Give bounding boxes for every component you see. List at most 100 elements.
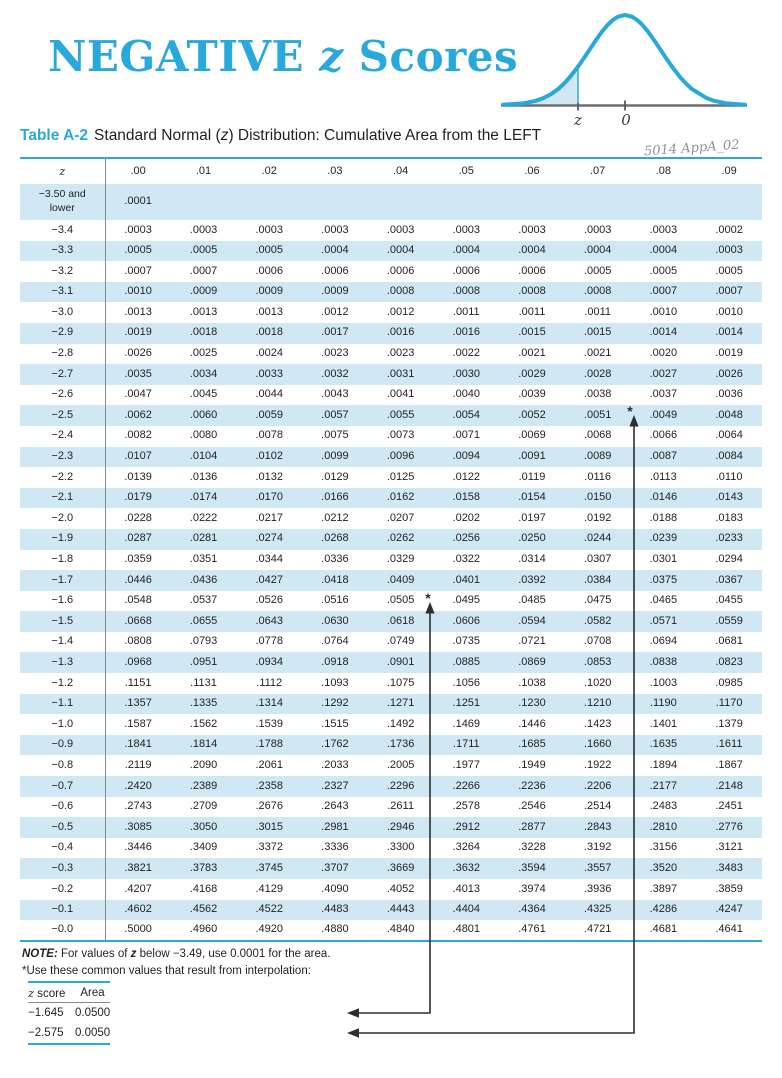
table-row: −1.0 .1587 .1562 .1539 .1515 .1492 .1469 .1446.… bbox=[20, 714, 762, 735]
table-row: −2.1 .0179 .0174 .0170 .0166 .0162 .0158 .0154.… bbox=[20, 487, 762, 509]
area-value: .4761 bbox=[518, 923, 546, 936]
area-value: .4681 bbox=[649, 923, 678, 936]
interpolation-area: 0.0050 bbox=[75, 1027, 111, 1039]
area-value: .0384 bbox=[583, 573, 612, 586]
area-value: .0026 bbox=[124, 347, 152, 360]
area-value: .0048 bbox=[715, 408, 743, 421]
area-value: .3483 bbox=[715, 861, 743, 874]
z-value: −0.1 bbox=[20, 899, 106, 921]
table-row: −2.0 .0228 .0222 .0217 .0212 .0207 .0202 .0197.… bbox=[20, 508, 762, 529]
area-value: .0002 bbox=[715, 223, 743, 236]
z-value: −0.6 bbox=[20, 796, 106, 818]
area-value: .4801 bbox=[452, 923, 481, 936]
z-value: −1.6 bbox=[20, 590, 106, 612]
area-value: .3859 bbox=[715, 882, 743, 895]
area-value: .0003 bbox=[124, 223, 152, 236]
z-value: −1.8 bbox=[20, 549, 106, 571]
z-value: −1.0 bbox=[20, 714, 106, 735]
area-value: .1814 bbox=[189, 738, 218, 751]
z-value: −0.7 bbox=[20, 776, 106, 797]
area-value: .0089 bbox=[583, 450, 612, 463]
area-value: .0119 bbox=[518, 470, 546, 483]
area-value bbox=[631, 184, 697, 220]
area-value: .4207 bbox=[124, 882, 152, 895]
area-value: .0014 bbox=[649, 326, 678, 339]
area-value: .0016 bbox=[386, 326, 415, 339]
area-value: .0239 bbox=[649, 532, 678, 545]
z-value: −0.3 bbox=[20, 858, 106, 879]
page-title: NEGATIVE z Scores bbox=[48, 33, 518, 80]
area-value: .0314 bbox=[518, 553, 546, 566]
area-value: .2877 bbox=[518, 820, 546, 833]
area-value: .0054 bbox=[452, 408, 481, 421]
area-value: .0020 bbox=[649, 347, 678, 360]
area-value: .3669 bbox=[386, 861, 415, 874]
note-post: below −3.49, use 0.0001 for the area. bbox=[136, 948, 331, 960]
area-value bbox=[171, 184, 237, 220]
area-value: .0132 bbox=[255, 470, 283, 483]
area-value: .0075 bbox=[321, 429, 349, 442]
area-value: .2611 bbox=[387, 800, 414, 813]
area-value: .0003 bbox=[452, 223, 481, 236]
area-value: .0418 bbox=[321, 573, 349, 586]
area-value: .0516 bbox=[321, 594, 349, 607]
area-value: .0359 bbox=[124, 553, 152, 566]
area-value: .2296 bbox=[386, 779, 415, 792]
z-value: −2.8 bbox=[20, 343, 106, 365]
table-label: Table A-2 bbox=[20, 127, 89, 144]
area-value: .0154 bbox=[518, 491, 546, 504]
table-row: −0.1 .4602 .4562 .4522 .4483 .4443 .4404 .4364.… bbox=[20, 899, 762, 921]
area-value: .0594 bbox=[518, 614, 546, 627]
col-header: .05 bbox=[458, 164, 474, 177]
z-value: −1.7 bbox=[20, 570, 106, 591]
area-value: .3783 bbox=[189, 861, 218, 874]
area-value: .0869 bbox=[518, 655, 546, 668]
area-value: .1379 bbox=[715, 717, 743, 730]
area-value: .0006 bbox=[321, 264, 349, 277]
area-value: .3300 bbox=[386, 841, 415, 854]
area-value: .0005 bbox=[649, 264, 678, 277]
area-value: .0233 bbox=[715, 532, 743, 545]
interpolation-header: z score Area bbox=[28, 983, 110, 1003]
area-value: .0013 bbox=[124, 305, 152, 318]
area-value: .1112 bbox=[256, 676, 283, 689]
area-value: .0274 bbox=[255, 532, 283, 545]
table-row: −1.4 .0808 .0793 .0778 .0764 .0749 .0735 .0721.… bbox=[20, 631, 762, 653]
z-value: −3.50 and lower bbox=[20, 184, 106, 220]
z-value: −3.0 bbox=[20, 302, 106, 323]
table-row: −0.3 .3821 .3783 .3745 .3707 .3669 .3632 .3594.… bbox=[20, 858, 762, 879]
interpolation-row: −1.645 0.0500 bbox=[28, 1003, 110, 1023]
area-value: .2643 bbox=[321, 800, 349, 813]
area-value: .0708 bbox=[583, 635, 612, 648]
table-row: −3.2 .0007 .0007 .0006 .0006 .0006 .0006 .0006.… bbox=[20, 261, 762, 282]
area-value: .0006 bbox=[518, 264, 546, 277]
area-value: .0571 bbox=[649, 614, 678, 627]
area-value: .1539 bbox=[255, 717, 283, 730]
area-value: .0004 bbox=[649, 244, 678, 257]
z-value: −0.2 bbox=[20, 879, 106, 900]
table-row: −1.3 .0968 .0951 .0934 .0918 .0901 .0885 .0869.… bbox=[20, 652, 762, 674]
area-value: .4483 bbox=[321, 903, 349, 916]
area-value: .0021 bbox=[583, 347, 612, 360]
area-value: .0071 bbox=[452, 429, 481, 442]
normal-curve-icon: z 0 bbox=[501, 13, 747, 129]
area-value: .0122 bbox=[452, 470, 481, 483]
area-value: .0793 bbox=[189, 635, 218, 648]
area-value: .0003 bbox=[189, 223, 218, 236]
area-value: .0087 bbox=[649, 450, 678, 463]
area-value: .0045 bbox=[189, 388, 218, 401]
table-head-row: z .00 .01 .02 .03 .04 .05 .06 .07 .08 .09 bbox=[20, 158, 762, 184]
area-value: .0735 bbox=[452, 635, 481, 648]
area-value: .0017 bbox=[321, 326, 349, 339]
area-value: .4920 bbox=[255, 923, 283, 936]
area-value: .0021 bbox=[518, 347, 546, 360]
area-value: .1562 bbox=[189, 717, 218, 730]
area-value: .0281 bbox=[189, 532, 218, 545]
area-value: .0047 bbox=[124, 388, 152, 401]
area-value: .0012 bbox=[321, 305, 349, 318]
col-header: .08 bbox=[655, 164, 671, 177]
area-value: .0004 bbox=[321, 244, 349, 257]
area-value: .0268 bbox=[321, 532, 349, 545]
area-value: .0582 bbox=[583, 614, 612, 627]
area-value: .0367 bbox=[715, 573, 743, 586]
